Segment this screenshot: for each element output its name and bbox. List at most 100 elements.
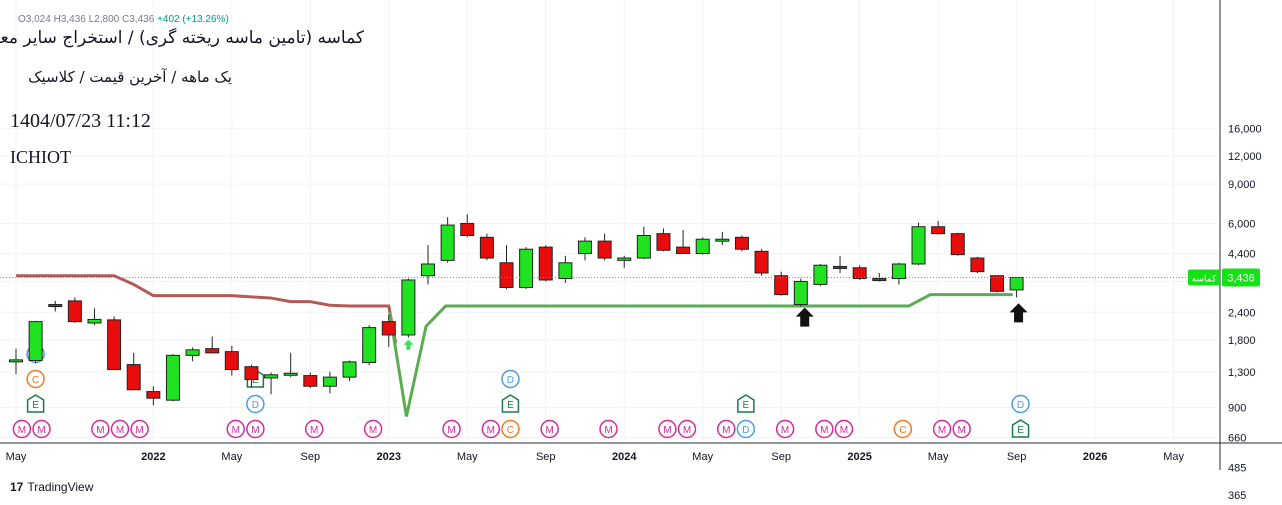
event-shape [932, 419, 952, 439]
candle [558, 255, 573, 283]
legend-title: کماسه (تامین ماسه ریخته گری) / استخراج س… [0, 28, 364, 48]
time-axis[interactable]: May 2022 May Sep 2023 May Sep 2024 May Sep 2025 May… [0, 442, 1282, 463]
event-shape [246, 394, 265, 414]
event-letter: E [252, 375, 259, 386]
candle-body [656, 233, 671, 251]
meeting-event-icon: M [130, 419, 149, 439]
meeting-event-icon: M [304, 419, 324, 439]
change-value: +402 (+13.26%) [157, 14, 229, 25]
y-tick-label: 900 [1228, 402, 1246, 414]
candle [1009, 277, 1024, 298]
event-letter: M [958, 425, 966, 436]
candle [970, 256, 985, 273]
event-shape [775, 419, 795, 439]
event-shape [26, 394, 45, 413]
meeting-event-icon: M [658, 419, 677, 439]
candle [126, 352, 141, 391]
candle-body [931, 226, 946, 235]
meeting-event-icon: M [815, 419, 834, 439]
candle [264, 372, 279, 395]
event-letter: M [722, 425, 730, 436]
meeting-event-icon: M [775, 419, 795, 439]
event-letter: D [252, 400, 259, 411]
candle [931, 221, 946, 235]
candle [852, 265, 867, 280]
candle [381, 314, 396, 347]
candle-body [793, 280, 808, 306]
event-shape [599, 419, 618, 439]
candle-body [617, 257, 632, 261]
x-tick-label: Sep [536, 451, 556, 463]
event-letter: M [604, 425, 612, 436]
candle-body [774, 275, 789, 296]
x-tick-label: 2026 [1083, 451, 1107, 463]
candle-body [558, 262, 573, 280]
event-letter: E [32, 400, 39, 411]
candle-body [205, 348, 220, 354]
meeting-event-icon: M [12, 419, 32, 439]
meeting-event-icon: M [952, 419, 971, 439]
x-tick-label: 2022 [141, 451, 165, 463]
candle [774, 271, 789, 296]
candle [676, 230, 691, 255]
event-shape [91, 419, 110, 439]
candle-body [362, 327, 377, 364]
arrows [403, 303, 1028, 350]
event-shape [226, 419, 245, 439]
event-letter: E [743, 400, 750, 411]
x-tick-label: 2025 [847, 451, 871, 463]
event-letter: D [1017, 400, 1024, 411]
candle [479, 233, 494, 261]
price-axis[interactable]: 16,00012,0009,0006,0004,4003,3002,4001,8… [1219, 0, 1262, 502]
y-tick-label: 4,400 [1228, 249, 1256, 261]
event-shape [501, 419, 520, 439]
candle-body [381, 321, 396, 336]
event-letter: C [32, 375, 39, 386]
x-tick-label: Sep [1007, 451, 1027, 463]
stop-line-path [16, 274, 398, 344]
candle [401, 278, 416, 338]
x-tick-label: May [928, 451, 949, 463]
candle [244, 364, 259, 388]
candle [754, 249, 769, 276]
event-letter: E [1017, 425, 1024, 436]
meeting-event-icon: M [32, 419, 51, 439]
x-tick-label: May [221, 451, 242, 463]
candle [28, 320, 43, 364]
event-letter: C [507, 425, 514, 436]
y-tick-label: 2,400 [1228, 307, 1256, 319]
conference-event-icon: C [893, 419, 913, 439]
x-tick-label: 2024 [612, 451, 637, 463]
meeting-event-icon: M [932, 419, 952, 439]
candle [185, 347, 200, 362]
candle-body [107, 319, 122, 371]
x-tick-label: May [1163, 451, 1184, 463]
candle-body [479, 236, 494, 259]
meeting-event-icon: M [540, 419, 559, 439]
candle-body [9, 359, 23, 363]
event-letter: M [683, 425, 691, 436]
x-tick-label: Sep [301, 451, 321, 463]
candle-body [695, 238, 710, 255]
candle-body [911, 226, 926, 265]
tradingview-logo[interactable]: 17 TradingView [10, 480, 94, 494]
event-letter: M [369, 425, 377, 436]
candle-body [597, 240, 612, 259]
candle [322, 371, 337, 394]
y-tick-label: 6,000 [1228, 218, 1256, 230]
meeting-event-icon: M [716, 419, 736, 439]
event-shape [736, 419, 756, 439]
event-shape [246, 419, 265, 439]
candle-body [833, 265, 848, 269]
earnings-event-icon: E [501, 394, 520, 413]
event-shape [540, 419, 559, 439]
candle-body [499, 262, 514, 288]
dividend-event-icon: D [501, 369, 520, 389]
candle [9, 348, 23, 375]
event-letter: M [116, 425, 124, 436]
y-tick-label: 16,000 [1228, 123, 1262, 135]
x-tick-label: May [457, 451, 478, 463]
event-letter: M [96, 425, 104, 436]
candle-body [401, 279, 416, 336]
